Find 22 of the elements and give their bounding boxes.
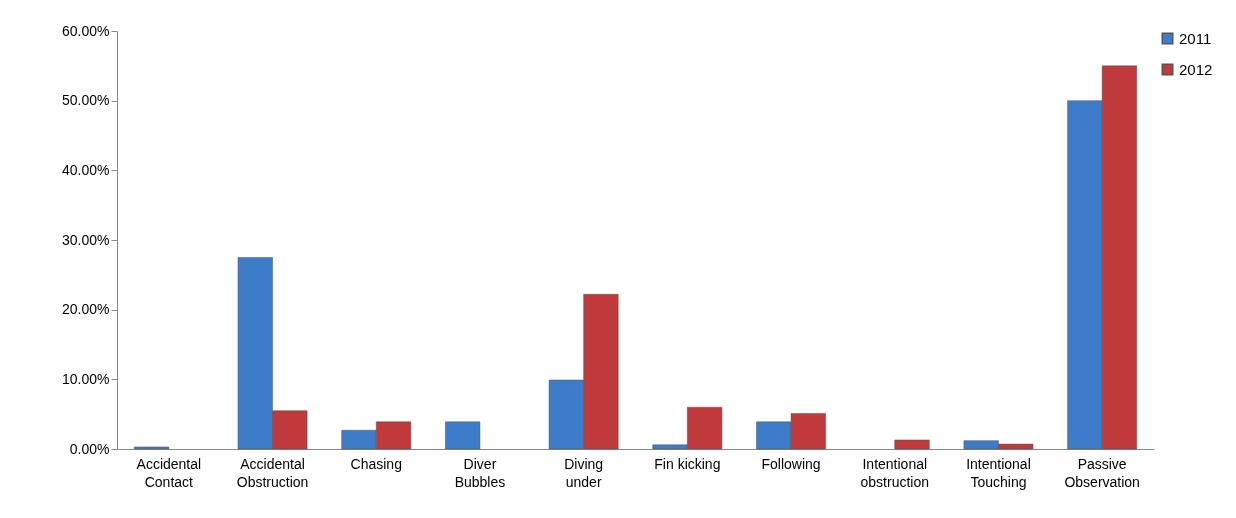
bar (445, 421, 481, 450)
y-tick-label: 40.00% (62, 161, 110, 178)
legend-label: 2012 (1179, 60, 1213, 78)
bar (134, 446, 170, 450)
x-tick-label: Chasing (350, 455, 402, 472)
bar (894, 439, 930, 450)
y-tick-label: 20.00% (62, 301, 110, 318)
x-tick-label: Intentional obstruction (860, 455, 929, 490)
x-tick-label: Accidental Obstruction (236, 455, 309, 490)
x-tick-label: Following (761, 455, 821, 472)
y-tick-label: 60.00% (62, 22, 110, 39)
y-tick-label: 30.00% (62, 231, 110, 248)
x-tick-label: Passive Observation (1064, 455, 1140, 490)
x-tick-label: Fin kicking (654, 455, 721, 472)
y-tick-label: 0.00% (69, 440, 110, 457)
y-tick-label: 50.00% (62, 92, 110, 109)
legend-label: 2011 (1179, 29, 1212, 47)
x-tick-label: Intentional Touching (966, 455, 1031, 490)
x-tick-label: Diving under (564, 455, 604, 490)
x-tick-label: Diver Bubbles (454, 455, 506, 490)
x-tick-label: Accidental Contact (136, 455, 202, 490)
y-tick-label: 10.00% (62, 370, 110, 387)
